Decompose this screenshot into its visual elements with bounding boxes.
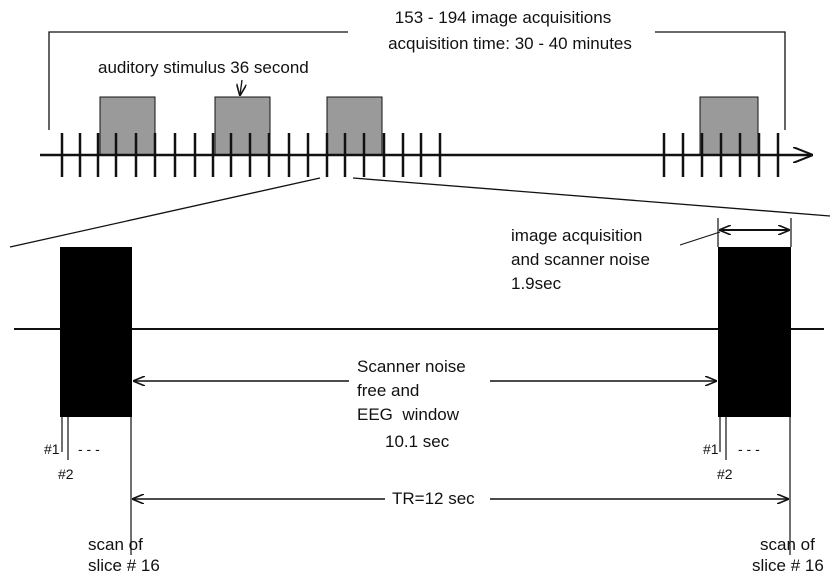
acquisition-block-left xyxy=(60,247,132,417)
scan-ticks xyxy=(60,133,780,177)
zoom-line-right xyxy=(352,177,831,217)
stimulus-block xyxy=(326,96,383,156)
acq-label-pointer xyxy=(679,231,721,246)
acquisition-span-bracket xyxy=(48,31,348,130)
acquisition-time-label: acquisition time: 30 - 40 minutes xyxy=(388,34,632,53)
stimulus-block xyxy=(699,96,759,156)
acquisition-block-right xyxy=(718,247,791,417)
image-acquisition-label-line1: image acquisition xyxy=(511,226,643,245)
acquisition-span-bracket-right xyxy=(655,31,786,130)
slice-dash-left: - - - xyxy=(78,441,100,457)
noise-free-label-line3: EEG window xyxy=(357,405,460,424)
zoom-line-left xyxy=(9,177,321,248)
slice2-label-right: #2 xyxy=(717,466,733,482)
stimulus-blocks xyxy=(99,96,759,156)
noise-free-label-line2: free and xyxy=(357,381,420,400)
tr-label: TR=12 sec xyxy=(392,489,475,508)
slice1-label-left: #1 xyxy=(44,441,60,457)
stimulus-label: auditory stimulus 36 second xyxy=(98,58,309,77)
scan-of-slice-label-left-line2: slice # 16 xyxy=(88,556,160,575)
stimulus-block xyxy=(99,96,156,156)
image-acquisition-duration: 1.9sec xyxy=(511,274,562,293)
noise-free-duration: 10.1 sec xyxy=(385,432,450,451)
scan-of-slice-label-left-line1: scan of xyxy=(88,535,143,554)
slice2-label-left: #2 xyxy=(58,466,74,482)
image-acquisition-label-line2: and scanner noise xyxy=(511,250,650,269)
slice1-label-right: #1 xyxy=(703,441,719,457)
slice-dash-right: - - - xyxy=(738,441,760,457)
noise-free-label-line1: Scanner noise xyxy=(357,357,466,376)
stimulus-block xyxy=(214,96,271,156)
scan-of-slice-label-right-line2: slice # 16 xyxy=(752,556,824,575)
stimulus-pointer-arrow xyxy=(240,79,242,95)
scan-of-slice-label-right-line1: scan of xyxy=(760,535,815,554)
acquisitions-count-label: 153 - 194 image acquisitions xyxy=(394,8,612,27)
